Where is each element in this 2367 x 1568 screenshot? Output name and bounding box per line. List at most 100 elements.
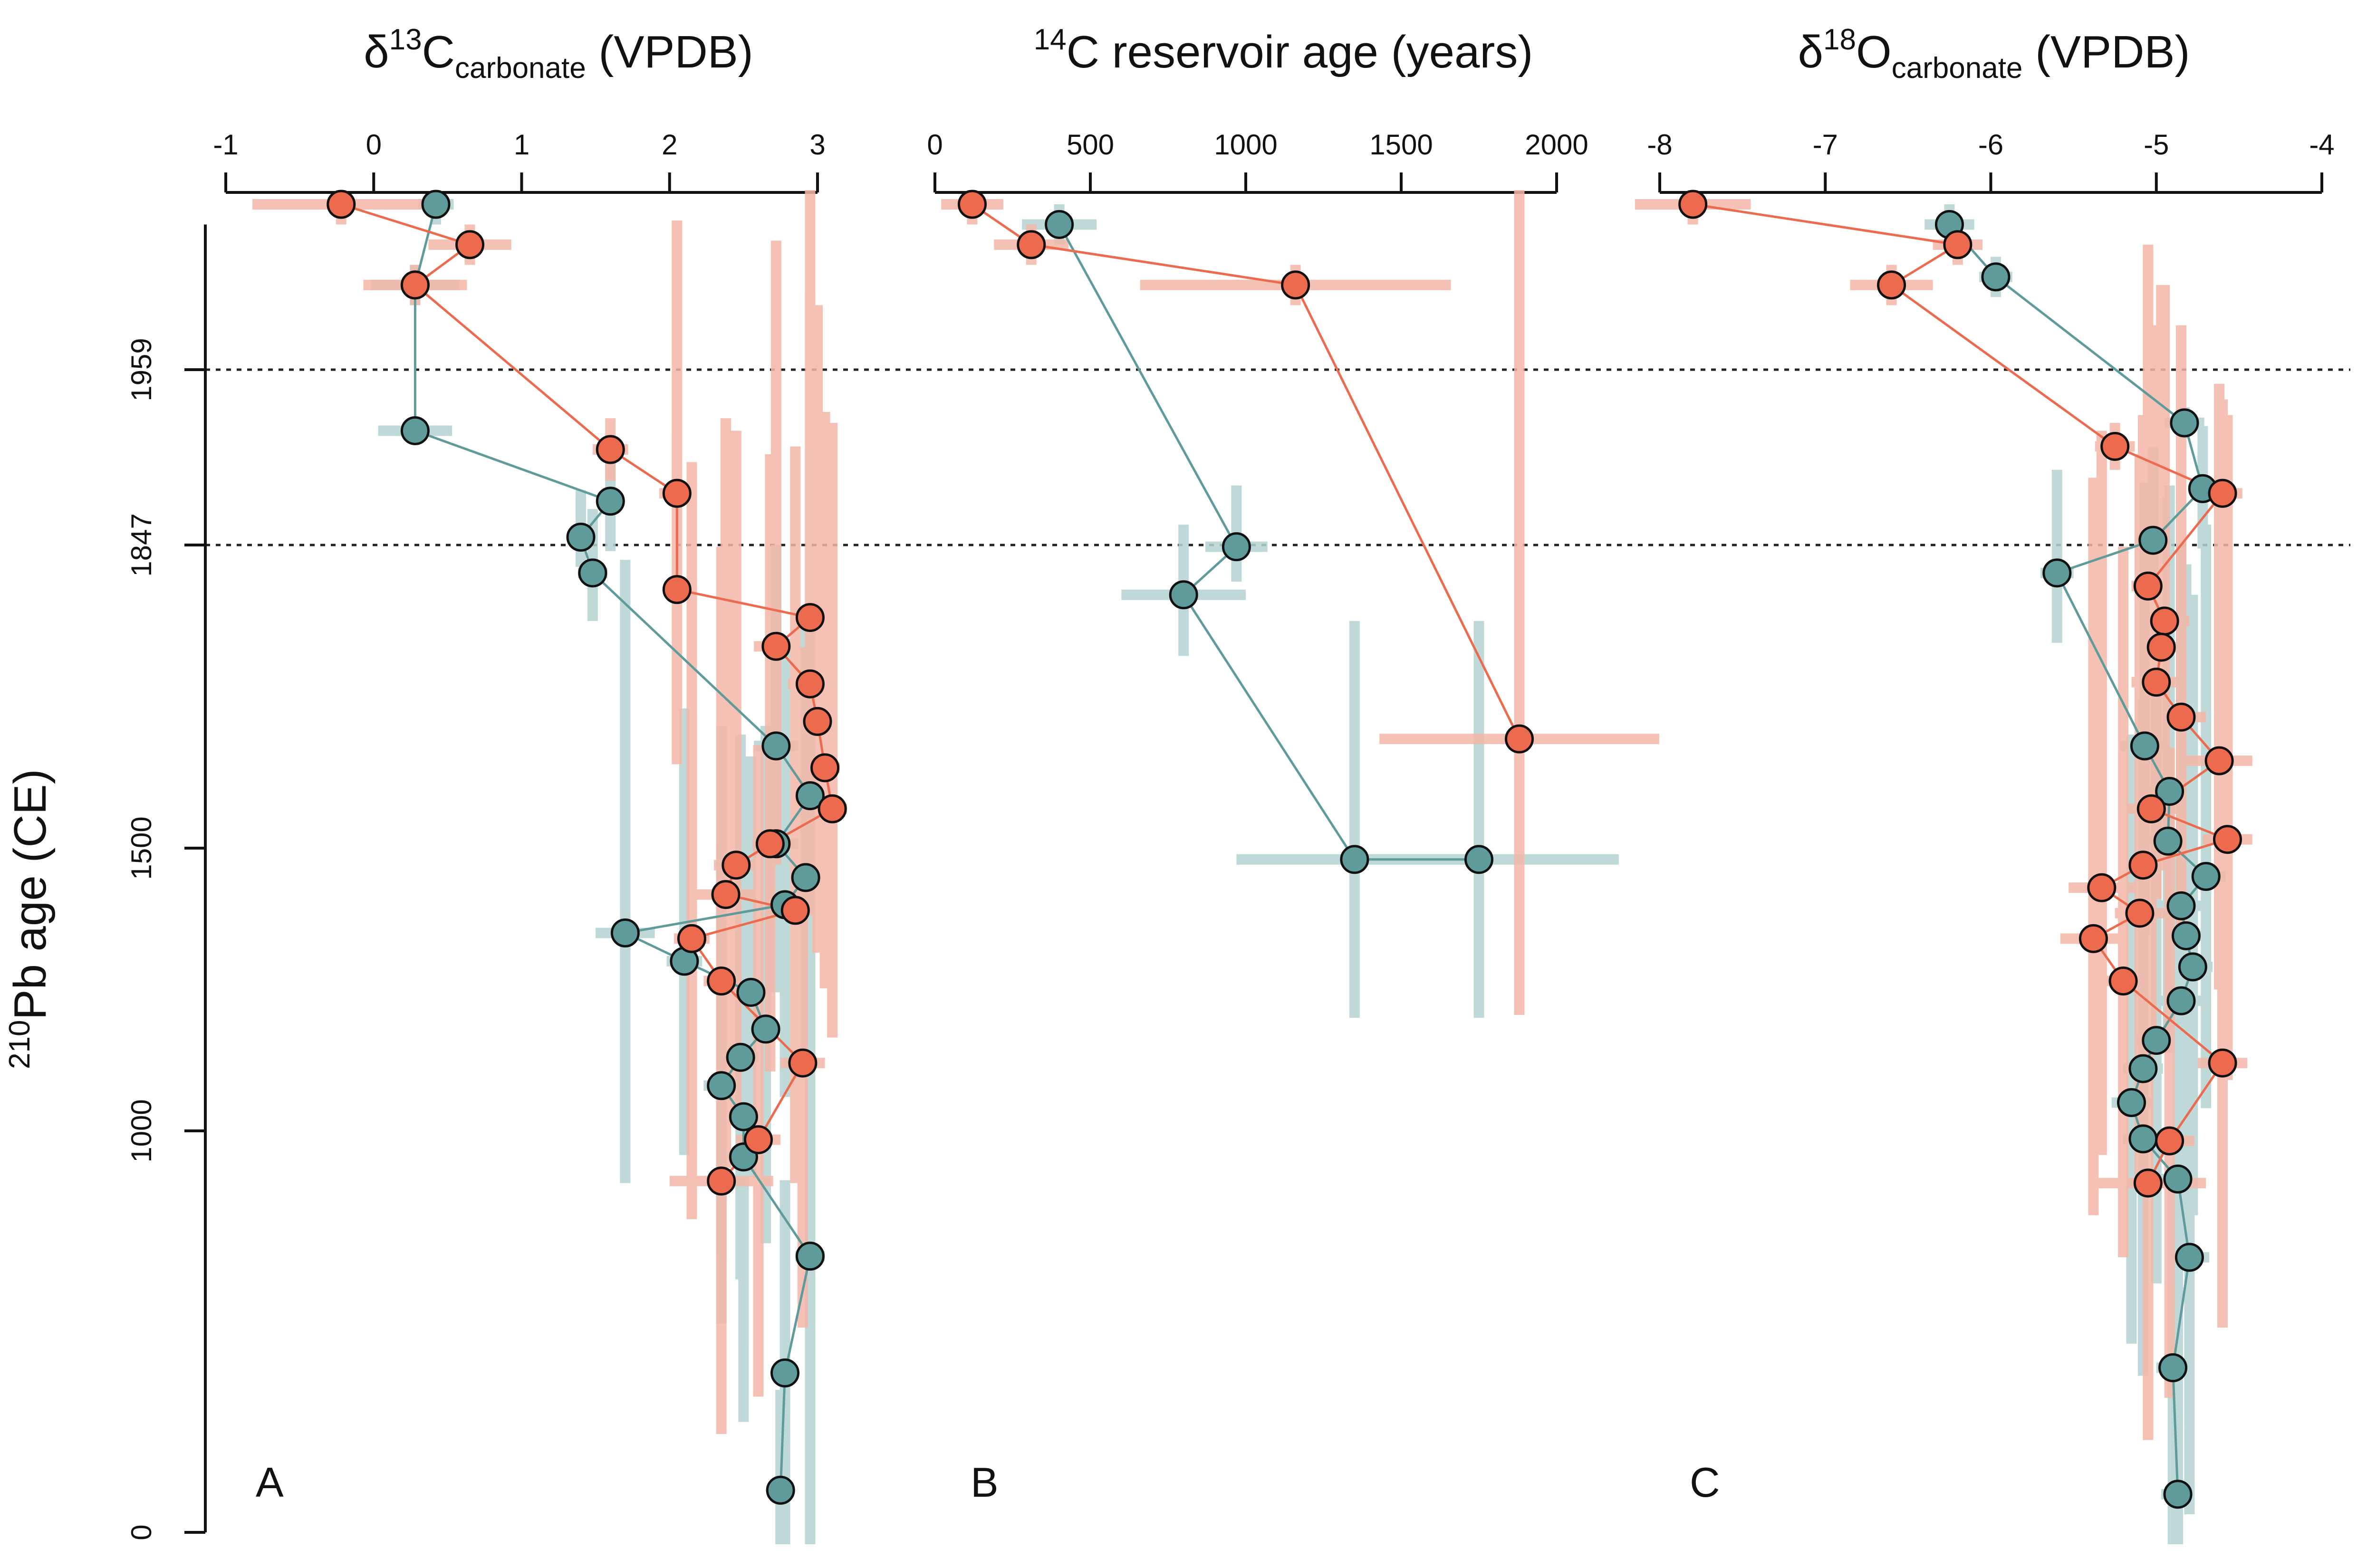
data-point bbox=[2078, 924, 2108, 953]
data-point bbox=[766, 1475, 795, 1505]
data-point bbox=[455, 230, 485, 259]
data-point bbox=[2128, 1054, 2158, 1083]
data-point bbox=[2166, 702, 2196, 732]
y-axis-label: 210Pb age (CE) bbox=[3, 769, 56, 1069]
panel-a-title-pre: δ bbox=[364, 27, 389, 77]
x-tick-label: -6 bbox=[1978, 129, 2003, 161]
series-red-points bbox=[957, 190, 1534, 754]
data-point bbox=[761, 631, 791, 661]
data-point bbox=[1281, 270, 1310, 300]
series-red-line bbox=[972, 203, 1520, 740]
series-red-error-bars bbox=[252, 190, 847, 1434]
x-tick-label: 0 bbox=[927, 129, 943, 161]
reference-lines bbox=[205, 368, 2350, 546]
data-point bbox=[1678, 190, 1708, 219]
series-red-points bbox=[1678, 190, 2242, 1198]
series-teal-error-bars bbox=[1022, 204, 1619, 1018]
data-point bbox=[729, 1102, 758, 1131]
data-point bbox=[662, 575, 692, 604]
data-point bbox=[2166, 891, 2196, 920]
data-point bbox=[662, 478, 692, 508]
data-point bbox=[1017, 230, 1046, 259]
data-point bbox=[707, 1166, 736, 1196]
data-point bbox=[795, 1242, 825, 1271]
data-point bbox=[795, 669, 825, 698]
data-point bbox=[2142, 1026, 2171, 1055]
x-axis-panel-a: -1 0 1 2 3 bbox=[213, 129, 826, 194]
x-tick-label: 0 bbox=[366, 129, 382, 161]
data-point bbox=[791, 863, 820, 892]
data-point bbox=[751, 1014, 780, 1044]
series-red-error-bars bbox=[941, 190, 1659, 1015]
y-axis-label-main: Pb age (CE) bbox=[5, 769, 56, 1020]
data-point bbox=[421, 190, 451, 219]
data-point bbox=[711, 880, 741, 909]
data-point bbox=[2204, 746, 2234, 775]
y-tick-label: 0 bbox=[125, 1524, 157, 1540]
data-point bbox=[2128, 851, 2158, 880]
panel-c-data bbox=[1635, 190, 2252, 1544]
data-point bbox=[2133, 571, 2163, 601]
data-point bbox=[1222, 532, 1251, 562]
data-point bbox=[400, 416, 430, 445]
panel-a-title-post: (VPDB) bbox=[586, 27, 753, 77]
data-point bbox=[2158, 1353, 2188, 1383]
data-point bbox=[1505, 724, 1534, 754]
data-point bbox=[2208, 478, 2237, 508]
panel-b-title: 14C reservoir age (years) bbox=[1034, 23, 1533, 77]
panel-b-title-main: C reservoir age (years) bbox=[1067, 27, 1533, 77]
data-point bbox=[722, 851, 751, 880]
data-point bbox=[596, 435, 625, 464]
x-axes: -1 0 1 2 3 0 500 1000 1500 2000 -8 -7 -6 -5 -4 bbox=[213, 129, 2335, 194]
data-point bbox=[2130, 731, 2159, 761]
x-axis-panel-b: 0 500 1000 1500 2000 bbox=[927, 129, 1588, 194]
x-tick-label: -8 bbox=[1647, 129, 1672, 161]
x-tick-label: 3 bbox=[809, 129, 825, 161]
data-point bbox=[755, 829, 785, 859]
panel-c-title-sup: 18 bbox=[1823, 23, 1856, 56]
data-point bbox=[578, 558, 607, 588]
x-tick-label: 1000 bbox=[1214, 129, 1277, 161]
data-point bbox=[957, 190, 987, 219]
data-point bbox=[596, 487, 625, 516]
data-panels bbox=[252, 190, 2252, 1544]
panel-c-title: δ18Ocarbonate (VPDB) bbox=[1798, 23, 2190, 85]
data-point bbox=[788, 1048, 818, 1078]
x-tick-label: -4 bbox=[2309, 129, 2334, 161]
panel-a-letter: A bbox=[256, 1459, 284, 1506]
y-axis: 0 1000 1500 1847 1959 bbox=[125, 224, 207, 1540]
panel-c-title-sub: carbonate bbox=[1892, 52, 2023, 85]
series-teal-line bbox=[1058, 224, 1479, 861]
data-point bbox=[2163, 1480, 2193, 1509]
y-axis-label-sup: 210 bbox=[3, 1020, 36, 1069]
data-point bbox=[2136, 794, 2166, 823]
data-point bbox=[2117, 1088, 2146, 1117]
panel-b-title-sup: 14 bbox=[1034, 23, 1067, 56]
panel-a-data bbox=[252, 190, 847, 1544]
panel-a-title-sup: 13 bbox=[389, 23, 422, 56]
y-tick-label: 1847 bbox=[125, 513, 157, 576]
data-point bbox=[2191, 862, 2221, 891]
data-point bbox=[2178, 952, 2207, 982]
y-tick-label: 1500 bbox=[125, 816, 157, 880]
data-point bbox=[2128, 1124, 2158, 1154]
x-tick-label: -5 bbox=[2144, 129, 2169, 161]
data-point bbox=[2087, 873, 2117, 902]
panel-c-title-pre: δ bbox=[1798, 27, 1823, 77]
data-point bbox=[677, 924, 706, 953]
data-point bbox=[2166, 986, 2196, 1015]
y-tick-label: 1000 bbox=[125, 1099, 157, 1162]
panel-b-letter: B bbox=[971, 1459, 999, 1506]
panel-a-title-main: C bbox=[422, 27, 455, 77]
y-tick-label: 1959 bbox=[125, 338, 157, 401]
data-point bbox=[610, 918, 640, 947]
data-point bbox=[2108, 966, 2138, 996]
data-point bbox=[1877, 270, 1906, 300]
data-point bbox=[780, 896, 810, 925]
x-axis-panel-c: -8 -7 -6 -5 -4 bbox=[1647, 129, 2335, 194]
series-teal-points bbox=[1934, 210, 2221, 1509]
panel-c-title-main: O bbox=[1856, 27, 1892, 77]
data-point bbox=[818, 794, 847, 823]
panel-b-data bbox=[941, 190, 1659, 1018]
data-point bbox=[736, 977, 766, 1007]
